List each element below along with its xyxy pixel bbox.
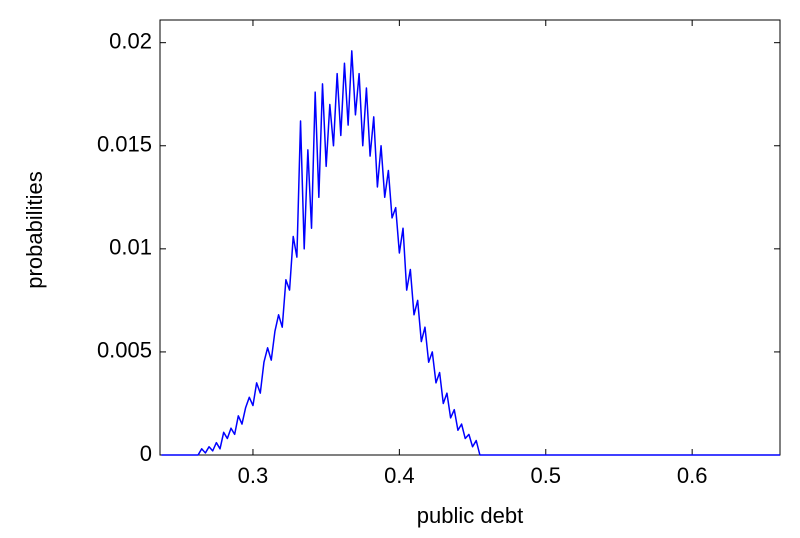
y-tick-label: 0.02 — [109, 28, 152, 53]
x-tick-label: 0.4 — [384, 463, 415, 488]
y-axis-label: probabilities — [22, 171, 47, 288]
x-tick-label: 0.5 — [530, 463, 561, 488]
y-tick-label: 0.015 — [97, 132, 152, 157]
y-tick-label: 0.01 — [109, 235, 152, 260]
y-tick-label: 0 — [140, 441, 152, 466]
data-line — [161, 50, 780, 456]
y-tick-label: 0.005 — [97, 338, 152, 363]
x-axis-label: public debt — [417, 503, 523, 528]
plot-frame — [159, 19, 781, 456]
x-tick-label: 0.6 — [677, 463, 708, 488]
x-tick-label: 0.3 — [238, 463, 269, 488]
